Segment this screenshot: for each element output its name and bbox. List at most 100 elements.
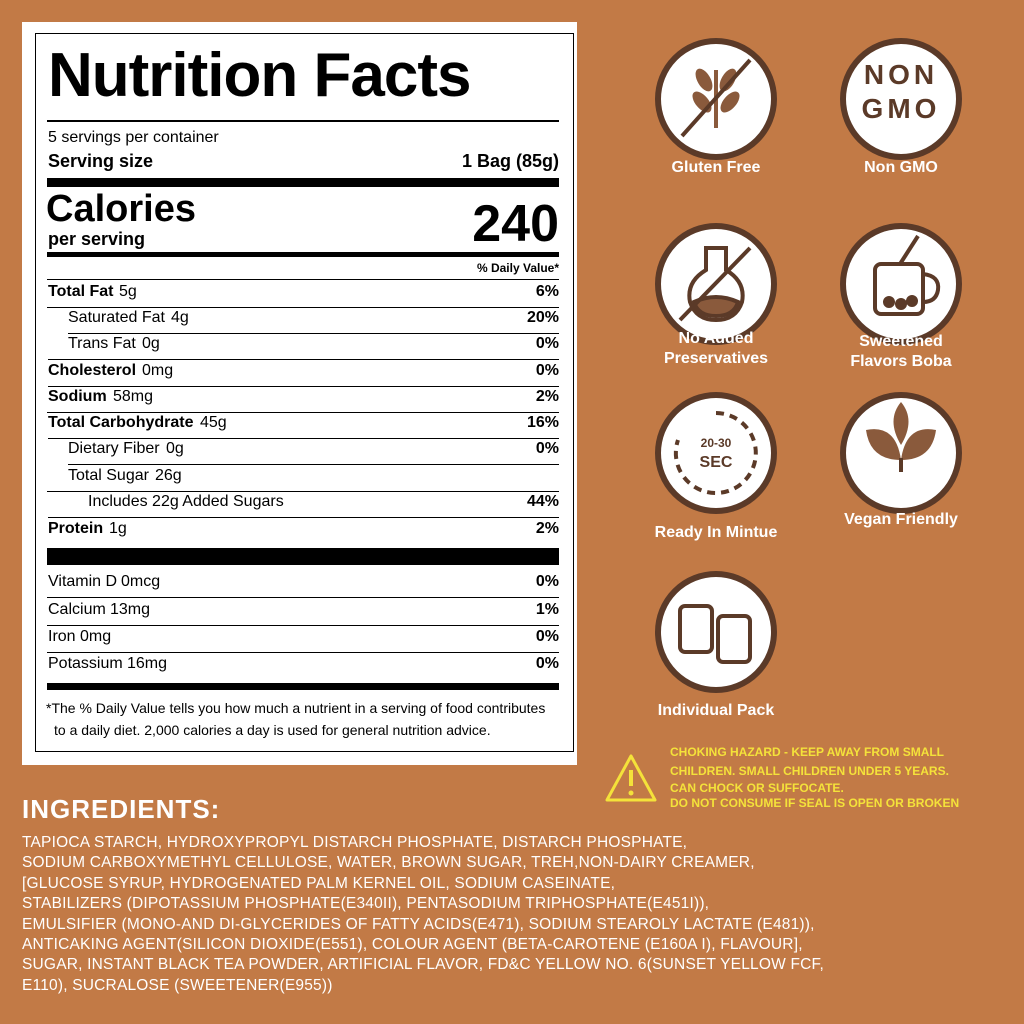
rule: [47, 625, 559, 626]
nutrient-amount: 58mg: [113, 388, 154, 405]
vegan-icon: [866, 402, 936, 472]
gluten-icon: [676, 56, 756, 142]
nutrient-amount: 45g: [200, 414, 227, 431]
nutrient-label: Cholesterol: [48, 362, 137, 379]
nutrient-label: Total Sugar: [68, 467, 149, 484]
vitamin-amount: 0mg: [80, 628, 112, 645]
daily-value: 0%: [535, 655, 559, 672]
nutrient-amount: 26g: [155, 467, 182, 484]
vitamin-amount: 13mg: [110, 601, 151, 618]
pack-icon: [678, 604, 752, 664]
daily-value: 44%: [526, 493, 559, 510]
rule: [48, 517, 559, 518]
footnote: to a daily diet. 2,000 calories a day is…: [54, 722, 491, 738]
rule: [47, 252, 559, 257]
vitamin-label: Calcium: [48, 601, 106, 618]
rule: [47, 683, 559, 690]
vitamin-label: Iron: [48, 628, 76, 645]
warning-text: CHILDREN. SMALL CHILDREN UNDER 5 YEARS.: [670, 764, 949, 778]
warning-text: DO NOT CONSUME IF SEAL IS OPEN OR BROKEN: [670, 796, 960, 810]
calories-value: 240: [472, 195, 559, 253]
nutrition-panel: [22, 22, 577, 765]
badge-label: Vegan Friendly: [844, 511, 958, 528]
rule: [47, 120, 559, 122]
rule: [47, 178, 559, 187]
badge-icon-text: SEC: [700, 454, 733, 471]
nutrient-amount: 1g: [109, 520, 127, 537]
rule: [48, 438, 559, 439]
rule: [47, 491, 559, 492]
nutrient-amount: 0g: [166, 440, 184, 457]
daily-value: 2%: [535, 388, 559, 405]
rule: [47, 279, 559, 280]
nutrient-amount: 5g: [119, 283, 137, 300]
serving-size-label: Serving size: [48, 151, 154, 171]
nutrient-label: Saturated Fat: [68, 309, 165, 326]
ingredients-line: SUGAR, INSTANT BLACK TEA POWDER, ARTIFIC…: [22, 956, 824, 974]
ingredients-line: [GLUCOSE SYRUP, HYDROGENATED PALM KERNEL…: [22, 874, 616, 892]
nutrient-label: Total Carbohydrate: [48, 414, 194, 431]
daily-value: 0%: [535, 335, 559, 352]
badge-label: No Added Preservatives: [663, 330, 769, 367]
nutrient-amount: 0mg: [142, 362, 174, 379]
vitamin-label: Vitamin D: [48, 573, 118, 590]
ingredients-line: EMULSIFIER (MONO-AND DI-GLYCERIDES OF FA…: [22, 915, 815, 933]
nutrient-label: Protein: [48, 520, 104, 537]
nutrient-amount: 4g: [171, 309, 189, 326]
nutrient-label: Trans Fat: [68, 335, 136, 352]
rule: [68, 464, 559, 465]
dv-header: % Daily Value*: [476, 261, 559, 275]
warning-icon: [605, 754, 657, 802]
timer-icon: 20-30 SEC: [673, 411, 758, 495]
rule: [47, 548, 559, 565]
daily-value: 0%: [535, 573, 559, 590]
badge-label: Gluten Free: [671, 159, 761, 176]
daily-value: 2%: [535, 520, 559, 537]
nutrient-label: Total Fat: [48, 283, 114, 300]
nutrient-label: Sodium: [48, 388, 107, 405]
ingredients-line: TAPIOCA STARCH, HYDROXYPROPYL DISTARCH P…: [22, 834, 688, 851]
nutrition-title: Nutrition Facts: [48, 41, 471, 110]
rule: [48, 386, 559, 387]
badge-icons: NON GMO 20-30 SEC: [655, 38, 962, 693]
per-serving: per serving: [48, 229, 146, 249]
daily-value: 0%: [535, 628, 559, 645]
badge-icon-text: NON: [864, 59, 938, 90]
rule: [47, 412, 559, 413]
nutrient-label: Includes 22g Added Sugars: [88, 493, 284, 510]
panel-border: [35, 33, 574, 752]
rule: [47, 307, 559, 308]
rule: [68, 333, 559, 334]
badge-label: Non GMO: [864, 159, 938, 176]
daily-value: 16%: [526, 414, 559, 431]
calories-label: Calories: [46, 188, 196, 230]
warning-text: CHOKING HAZARD - KEEP AWAY FROM SMALL: [670, 745, 945, 759]
footnote: *The % Daily Value tells you how much a …: [46, 700, 546, 716]
ingredients-line: STABILIZERS (DIPOTASSIUM PHOSPHATE(E340I…: [22, 895, 710, 913]
badge-icon-text: GMO: [862, 93, 941, 124]
vitamin-label: Potassium: [48, 655, 123, 672]
badge-label: Sweetened Flavors Boba: [850, 333, 952, 370]
ingredients-line: SODIUM CARBOXYMETHYL CELLULOSE, WATER, B…: [22, 854, 755, 872]
badge-icon-text: 20-30: [701, 436, 732, 450]
serving-size: 1 Bag (85g): [461, 151, 559, 171]
servings: 5 servings per container: [48, 129, 219, 146]
nutrient-amount: 0g: [142, 335, 160, 352]
rule: [48, 359, 559, 360]
ingredients-line: E110), SUCRALOSE (SWEETENER(E955)): [22, 976, 333, 994]
daily-value: 6%: [535, 283, 559, 300]
vitamin-amount: 16mg: [127, 655, 168, 672]
daily-value: 20%: [526, 309, 559, 326]
warning-text: CAN CHOCK OR SUFFOCATE.: [670, 781, 844, 795]
nutrient-label: Dietary Fiber: [68, 440, 160, 457]
badge-label: Individual Pack: [657, 702, 775, 719]
daily-value: 0%: [535, 362, 559, 379]
daily-value: 0%: [535, 440, 559, 457]
daily-value: 1%: [535, 601, 559, 618]
ingredients-heading: INGREDIENTS:: [22, 794, 221, 824]
rule: [47, 597, 559, 598]
rule: [47, 652, 559, 653]
boba-icon: [873, 234, 941, 316]
vitamin-amount: 0mcg: [121, 573, 161, 590]
